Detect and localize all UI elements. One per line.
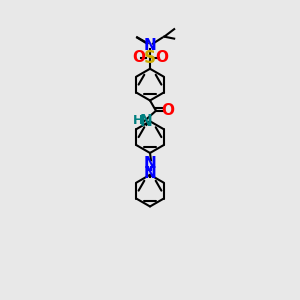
Text: S: S [144, 49, 156, 67]
Text: O: O [155, 50, 168, 65]
Text: N: N [140, 114, 153, 129]
Text: N: N [144, 166, 156, 181]
Text: O: O [161, 103, 174, 118]
Text: O: O [132, 50, 145, 65]
Text: N: N [144, 38, 156, 53]
Text: H: H [133, 114, 143, 128]
Text: N: N [144, 156, 156, 171]
